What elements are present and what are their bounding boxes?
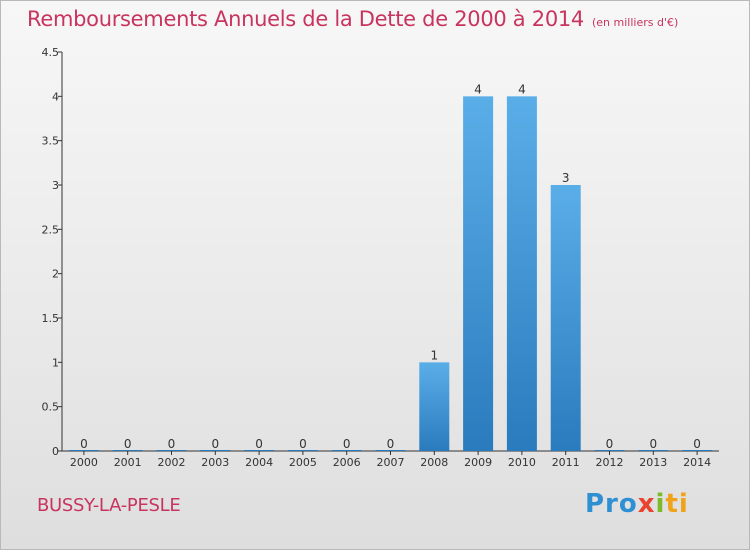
x-tick-label: 2012 <box>596 456 624 469</box>
bar <box>244 450 275 451</box>
bar-value-label: 0 <box>693 437 701 451</box>
x-tick-label: 2013 <box>639 456 667 469</box>
bar-value-label: 0 <box>124 437 132 451</box>
chart-title: Remboursements Annuels de la Dette de 20… <box>27 7 678 31</box>
bar <box>594 450 625 451</box>
bar <box>68 450 99 451</box>
bar-value-label: 0 <box>387 437 395 451</box>
bar <box>287 450 318 451</box>
bar-value-label: 3 <box>562 171 570 185</box>
bar-value-label: 0 <box>80 437 88 451</box>
y-tick-label: 0.5 <box>42 401 60 414</box>
logo-part-4: ti <box>665 489 689 519</box>
x-tick-label: 2004 <box>245 456 273 469</box>
bar-value-label: 0 <box>649 437 657 451</box>
y-tick-label: 1.5 <box>42 312 60 325</box>
y-tick-label: 0 <box>52 445 59 458</box>
bar-value-label: 0 <box>255 437 263 451</box>
chart-labels: 0 0 0 0 0 0 0 0 1 4 4 3 0 0 0 <box>80 82 701 451</box>
unit-note: (en milliers d'€) <box>592 16 679 29</box>
y-tick-label: 3.5 <box>42 135 60 148</box>
bar-value-label: 4 <box>518 82 526 96</box>
bar <box>375 450 406 451</box>
y-tick-label: 2.5 <box>42 223 60 236</box>
bar <box>638 450 669 451</box>
x-tick-label: 2006 <box>333 456 361 469</box>
x-tick-label: 2010 <box>508 456 536 469</box>
bar <box>200 450 231 451</box>
bar <box>506 96 537 451</box>
x-tick-label: 2002 <box>158 456 186 469</box>
bar <box>156 450 187 451</box>
bar <box>550 185 581 451</box>
logo-part-1: Pro <box>585 489 638 519</box>
x-tick-label: 2014 <box>683 456 711 469</box>
logo-part-3: i <box>655 489 666 519</box>
bar-value-label: 0 <box>211 437 219 451</box>
place-name: BUSSY-LA-PESLE <box>37 495 181 516</box>
bar-value-label: 4 <box>474 82 482 96</box>
chart-axes: 0 0.5 1 1.5 2 2.5 3 3.5 4 4.5 2000 2001 2002 2003 2004… <box>42 46 719 469</box>
bar <box>112 450 143 451</box>
bar-value-label: 0 <box>606 437 614 451</box>
chart-bars <box>68 96 713 451</box>
y-tick-label: 4 <box>52 90 59 103</box>
bar-value-label: 0 <box>168 437 176 451</box>
bar <box>682 450 713 451</box>
x-tick-label: 2005 <box>289 456 317 469</box>
bar <box>463 96 494 451</box>
bar <box>331 450 362 451</box>
chart-title-text: Remboursements Annuels de la Dette de 20… <box>27 7 584 31</box>
bar-value-label: 1 <box>430 348 438 362</box>
bar-value-label: 0 <box>343 437 351 451</box>
bar-value-label: 0 <box>299 437 307 451</box>
x-tick-label: 2009 <box>464 456 492 469</box>
y-tick-label: 2 <box>52 268 59 281</box>
x-tick-label: 2000 <box>70 456 98 469</box>
x-tick-label: 2008 <box>420 456 448 469</box>
x-tick-label: 2011 <box>552 456 580 469</box>
proxiti-logo: Proxiti <box>585 489 689 519</box>
x-tick-label: 2001 <box>114 456 142 469</box>
y-tick-label: 4.5 <box>42 46 60 59</box>
x-tick-label: 2007 <box>377 456 405 469</box>
y-tick-label: 1 <box>52 356 59 369</box>
bar <box>419 362 450 451</box>
logo-part-2: x <box>637 489 656 519</box>
y-tick-label: 3 <box>52 179 59 192</box>
x-tick-label: 2003 <box>201 456 229 469</box>
